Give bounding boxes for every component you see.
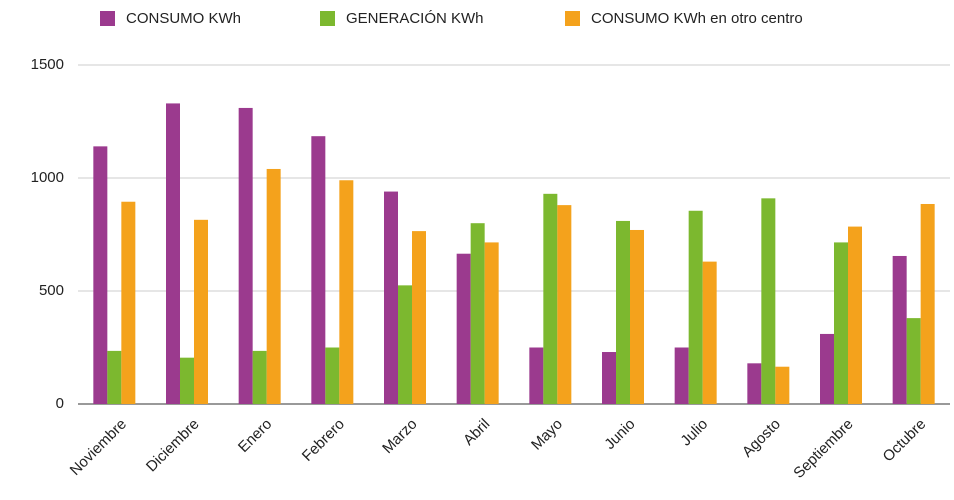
x-tick-label: Diciembre — [143, 416, 203, 476]
bar — [688, 210, 703, 404]
y-tick-label: 1500 — [31, 56, 64, 73]
bar — [180, 357, 194, 404]
bar — [412, 231, 426, 404]
legend-swatch — [100, 11, 115, 26]
legend-label: GENERACIÓN KWh — [346, 10, 484, 27]
bar — [543, 193, 558, 404]
x-tick-label: Agosto — [739, 416, 784, 461]
bar — [892, 255, 907, 404]
bar — [238, 107, 253, 404]
bar — [820, 333, 834, 404]
bar — [166, 103, 180, 405]
bar — [398, 285, 412, 404]
y-tick-label: 0 — [56, 395, 64, 412]
x-tick-label: Marzo — [379, 416, 420, 457]
bar — [484, 242, 499, 404]
bar — [529, 347, 544, 404]
bar — [456, 253, 471, 404]
legend-label: CONSUMO KWh — [126, 10, 241, 27]
legend-swatch — [320, 11, 335, 26]
bar — [93, 146, 108, 405]
x-tick-label: Junio — [601, 416, 638, 453]
y-tick-label: 500 — [39, 282, 64, 299]
legend-swatch — [565, 11, 580, 26]
bar — [702, 261, 717, 404]
y-tick-label: 1000 — [31, 169, 64, 186]
x-tick-label: Octubre — [880, 416, 930, 466]
legend-label: CONSUMO KWh en otro centro — [591, 10, 803, 27]
x-tick-label: Noviembre — [67, 416, 130, 479]
bar — [121, 201, 136, 404]
bar — [470, 223, 485, 404]
x-tick-label: Abril — [460, 416, 493, 449]
bar — [557, 205, 572, 404]
bar — [674, 347, 689, 404]
bar — [602, 352, 616, 404]
bar — [920, 203, 935, 404]
x-tick-label: Julio — [677, 416, 711, 450]
bar — [325, 347, 340, 404]
bar — [761, 198, 776, 404]
bar — [616, 220, 630, 404]
x-tick-label: Enero — [235, 416, 275, 456]
x-tick-label: Mayo — [528, 416, 566, 454]
bar — [252, 350, 267, 404]
bar — [775, 366, 790, 404]
x-tick-label: Septiembre — [790, 416, 856, 482]
bar — [906, 318, 921, 404]
bar — [848, 226, 862, 404]
bar — [194, 219, 208, 404]
bar — [747, 363, 762, 404]
bar — [266, 168, 281, 404]
bar — [339, 180, 354, 404]
bar — [107, 350, 122, 404]
bar — [630, 229, 644, 404]
bar — [384, 191, 398, 404]
x-tick-label: Febrero — [299, 416, 348, 465]
bar — [834, 242, 848, 404]
bar — [311, 136, 326, 404]
